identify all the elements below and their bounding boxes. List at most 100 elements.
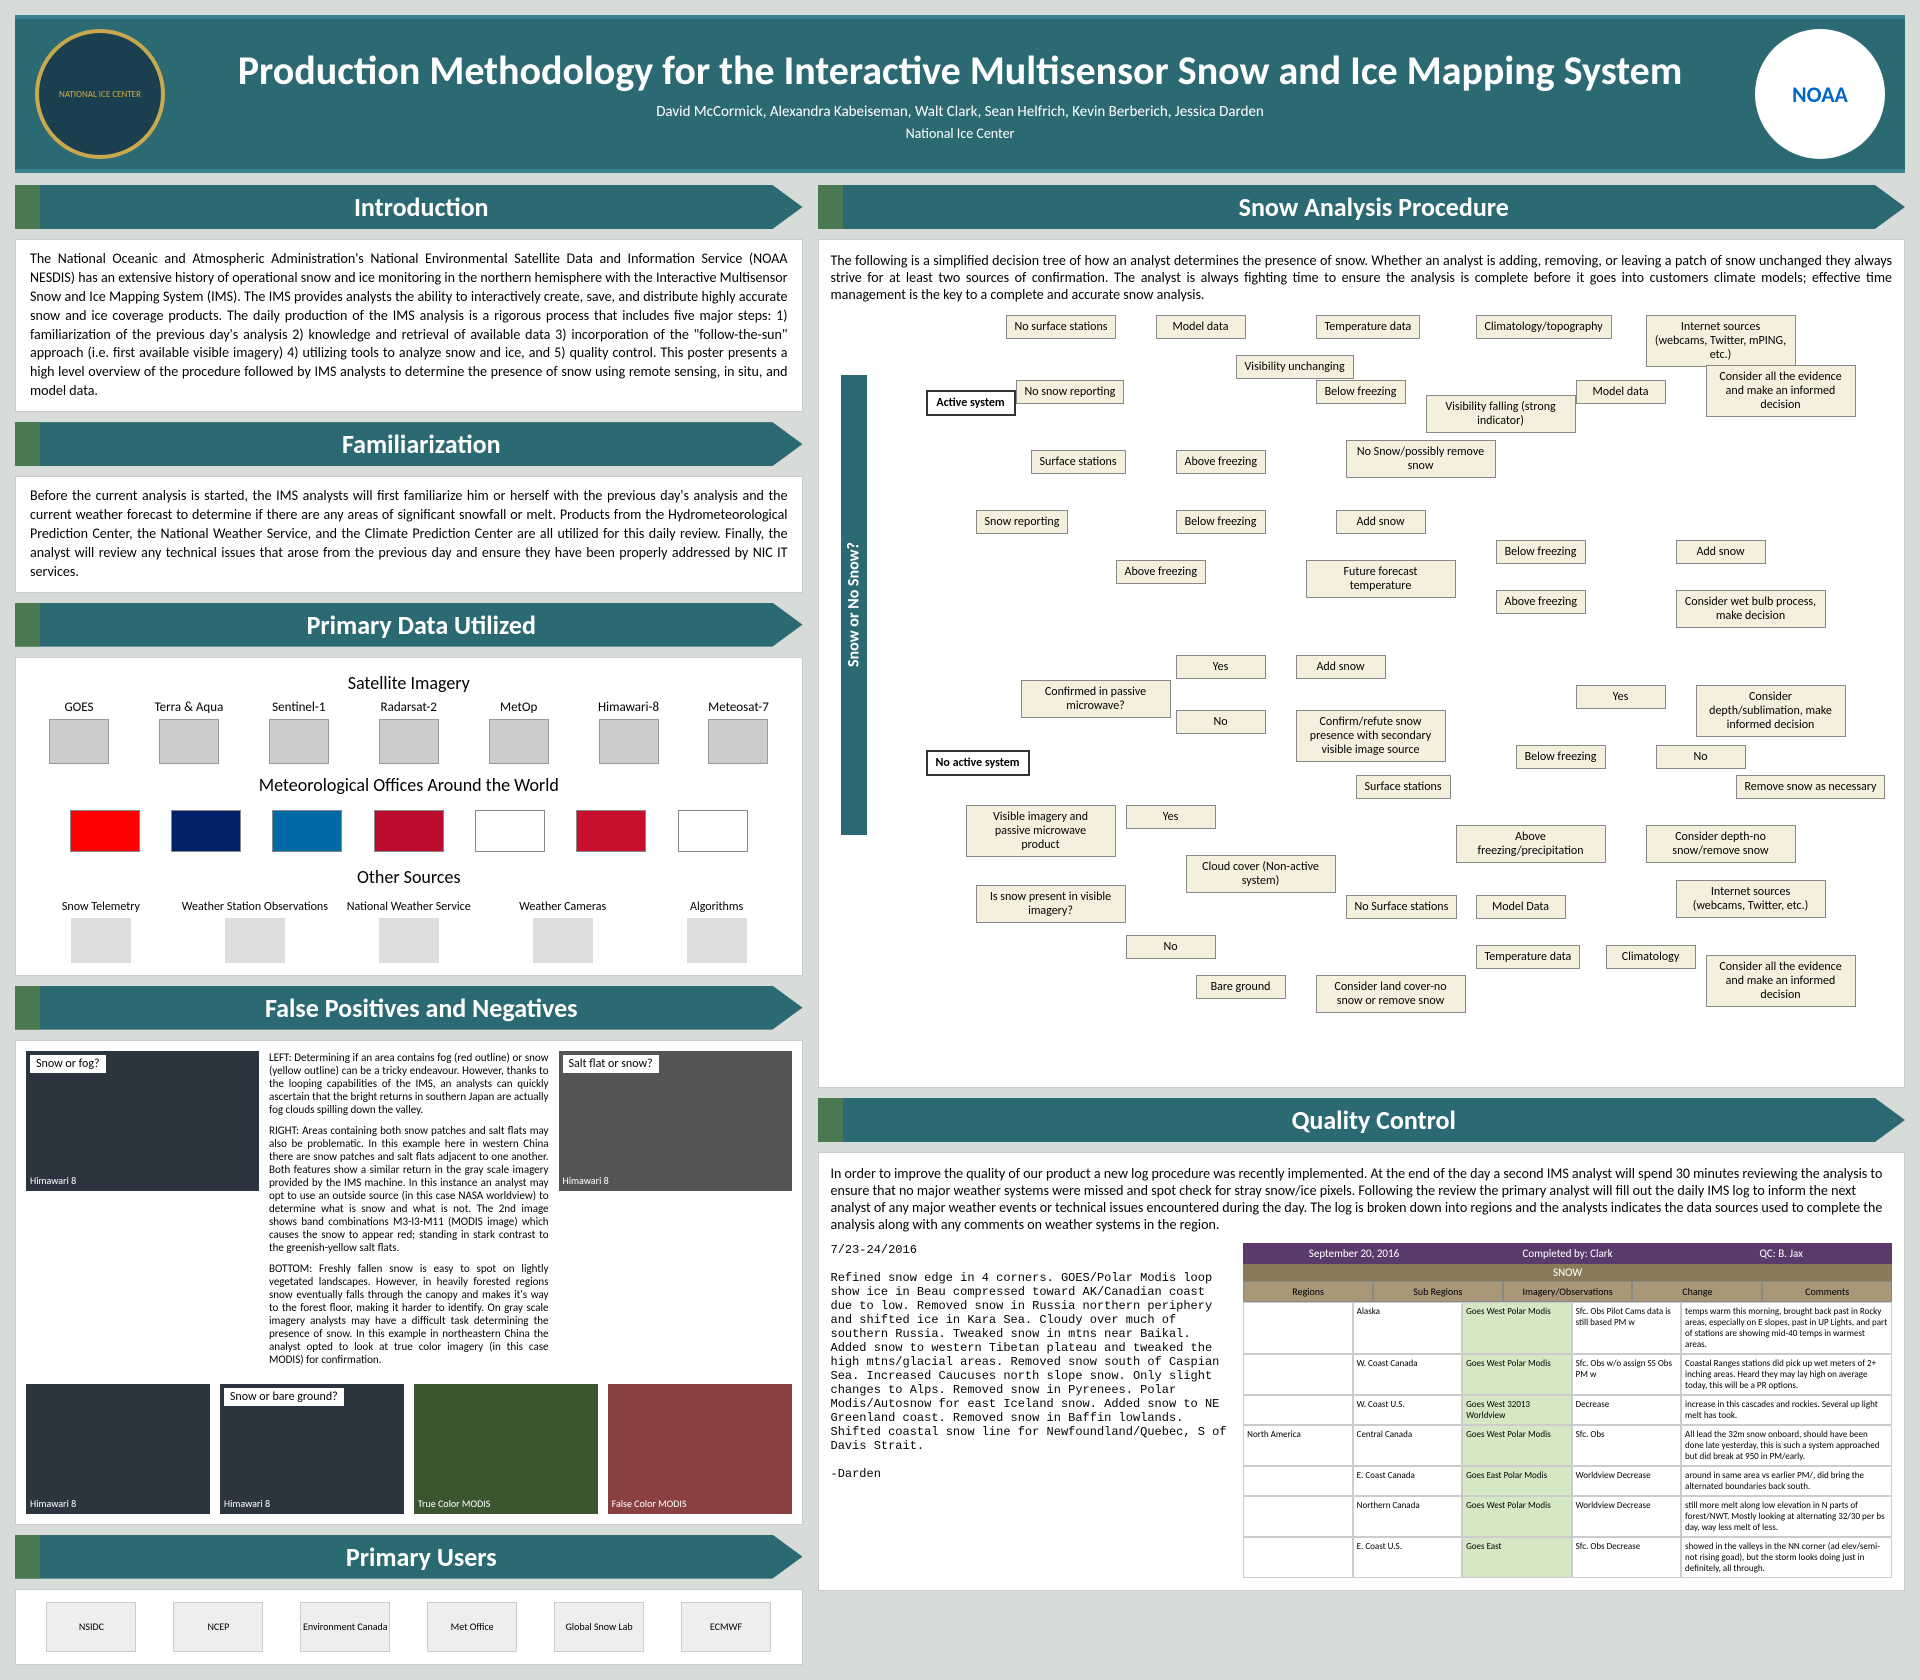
flow-node: Yes (1176, 655, 1266, 679)
sat-item: MetOp (464, 700, 574, 768)
qc-row: E. Coast CanadaGoes East Polar ModisWorl… (1243, 1466, 1892, 1496)
flow-node: Above freezing (1496, 590, 1586, 614)
flow-node: Model data (1576, 380, 1666, 404)
flag-denmark (576, 810, 646, 852)
false-header: False Positives and Negatives (15, 986, 803, 1030)
flow-node: Above freezing (1116, 560, 1206, 584)
flow-node: Consider depth-no snow/remove snow (1646, 825, 1796, 863)
sat-row: GOESTerra & AquaSentinel-1Radarsat-2MetO… (24, 700, 794, 768)
other-item: Snow Telemetry (24, 900, 178, 967)
qc-intro: In order to improve the quality of our p… (831, 1165, 1893, 1233)
qc-row: W. Coast U.S.Goes West 32013 WorldviewDe… (1243, 1395, 1892, 1425)
flag-uk (171, 810, 241, 852)
user-logo: ECMWF (681, 1602, 771, 1652)
flow-node: No (1176, 710, 1266, 734)
user-logo: NCEP (173, 1602, 263, 1652)
qc-header: Quality Control (818, 1098, 1906, 1142)
snow-vbar: Snow or No Snow? (841, 375, 867, 835)
flow-node: Surface stations (1031, 450, 1126, 474)
qc-thead: September 20, 2016 Completed by: Clark Q… (1243, 1243, 1892, 1264)
flow-node: Above freezing (1176, 450, 1266, 474)
flow-box: The following is a simplified decision t… (818, 239, 1906, 1088)
fp-label: Snow or fog? (30, 1055, 106, 1073)
flag-sweden (272, 810, 342, 852)
flow-node: Below freezing (1316, 380, 1406, 404)
other-item: Weather Cameras (486, 900, 640, 967)
flag-norway (374, 810, 444, 852)
flow-node: Snow reporting (976, 510, 1069, 534)
flow-node: Add snow (1296, 655, 1386, 679)
fp-img-saltflat: Salt flat or snow? Himawari 8 (559, 1051, 792, 1191)
fp-img: Himawari 8 (26, 1384, 210, 1514)
flow-node: Temperature data (1316, 315, 1421, 339)
fp-img: Snow or bare ground?Himawari 8 (220, 1384, 404, 1514)
fp-right: RIGHT: Areas containing both snow patche… (269, 1124, 549, 1254)
flow-node: Future forecast temperature (1306, 560, 1456, 598)
user-logo: NSIDC (46, 1602, 136, 1652)
flow-node: Temperature data (1476, 945, 1581, 969)
flow-node: Surface stations (1356, 775, 1451, 799)
flow-node: Climatology (1606, 945, 1696, 969)
flow-node: Consider wet bulb process, make decision (1676, 590, 1826, 628)
authors: David McCormick, Alexandra Kabeiseman, W… (165, 103, 1755, 121)
sat-item: GOES (24, 700, 134, 768)
flow-node: Consider all the evidence and make an in… (1706, 365, 1856, 417)
flow-node: Model Data (1476, 895, 1566, 919)
header-banner: NATIONAL ICE CENTER Production Methodolo… (15, 15, 1905, 173)
other-item: Weather Station Observations (178, 900, 332, 967)
sat-item: Meteosat-7 (684, 700, 794, 768)
user-logo: Global Snow Lab (554, 1602, 644, 1652)
user-logo: Environment Canada (300, 1602, 390, 1652)
qc-box: In order to improve the quality of our p… (818, 1152, 1906, 1591)
flow-node: Below freezing (1516, 745, 1606, 769)
title-block: Production Methodology for the Interacti… (165, 46, 1755, 142)
flow-node: Yes (1576, 685, 1666, 709)
fp-img: True Color MODIS (414, 1384, 598, 1514)
fp-img: False Color MODIS (608, 1384, 792, 1514)
flow-node: No (1656, 745, 1746, 769)
fp-left: LEFT: Determining if an area contains fo… (269, 1051, 549, 1116)
noaa-logo: NOAA (1755, 29, 1885, 159)
data-header: Primary Data Utilized (15, 603, 803, 647)
sat-item: Radarsat-2 (354, 700, 464, 768)
users-box: NSIDC NCEP Environment Canada Met Office Glo… (15, 1589, 803, 1665)
flowchart: Snow or No Snow? Active systemNo surface… (831, 315, 1893, 1075)
sat-item: Terra & Aqua (134, 700, 244, 768)
intro-header: Introduction (15, 185, 803, 229)
flow-node: Active system (926, 390, 1016, 416)
fp-img-snowfog: Snow or fog? Himawari 8 (26, 1051, 259, 1191)
fp-cap: Himawari 8 (563, 1174, 609, 1187)
snow-header: Snow Analysis Procedure (818, 185, 1906, 229)
other-item: Algorithms (640, 900, 794, 967)
flow-node: Bare ground (1196, 975, 1286, 999)
flow-intro: The following is a simplified decision t… (831, 252, 1893, 303)
qc-row: E. Coast U.S.Goes EastSfc. Obs Decreases… (1243, 1537, 1892, 1578)
flow-node: Visible imagery and passive microwave pr… (966, 805, 1116, 857)
user-logo: Met Office (427, 1602, 517, 1652)
other-row: Snow TelemetryWeather Station Observatio… (24, 894, 794, 967)
flow-node: No snow reporting (1016, 380, 1125, 404)
flow-node: Climatology/topography (1476, 315, 1612, 339)
familiar-header: Familiarization (15, 422, 803, 466)
flow-node: Model data (1156, 315, 1246, 339)
nic-logo: NATIONAL ICE CENTER (35, 29, 165, 159)
familiar-text: Before the current analysis is started, … (15, 476, 803, 592)
flow-node: No Surface stations (1346, 895, 1458, 919)
flow-node: Add snow (1676, 540, 1766, 564)
qc-row: AlaskaGoes West Polar ModisSfc. Obs Pilo… (1243, 1302, 1892, 1354)
fp-label: Salt flat or snow? (563, 1055, 659, 1073)
other-heading: Other Sources (24, 866, 794, 888)
qc-table: September 20, 2016 Completed by: Clark Q… (1243, 1243, 1892, 1578)
qc-subhead: RegionsSub RegionsImagery/ObservationsCh… (1243, 1281, 1892, 1302)
org: National Ice Center (165, 125, 1755, 142)
flow-node: Below freezing (1496, 540, 1586, 564)
flow-node: Visibility unchanging (1236, 355, 1354, 379)
flow-node: Visibility falling (strong indicator) (1426, 395, 1576, 433)
fp-bottom: BOTTOM: Freshly fallen snow is easy to s… (269, 1262, 549, 1366)
flow-node: No (1126, 935, 1216, 959)
flow-node: Consider land cover-no snow or remove sn… (1316, 975, 1466, 1013)
fp-cap: Himawari 8 (30, 1174, 76, 1187)
flow-node: No active system (926, 750, 1030, 776)
other-item: National Weather Service (332, 900, 486, 967)
users-header: Primary Users (15, 1535, 803, 1579)
